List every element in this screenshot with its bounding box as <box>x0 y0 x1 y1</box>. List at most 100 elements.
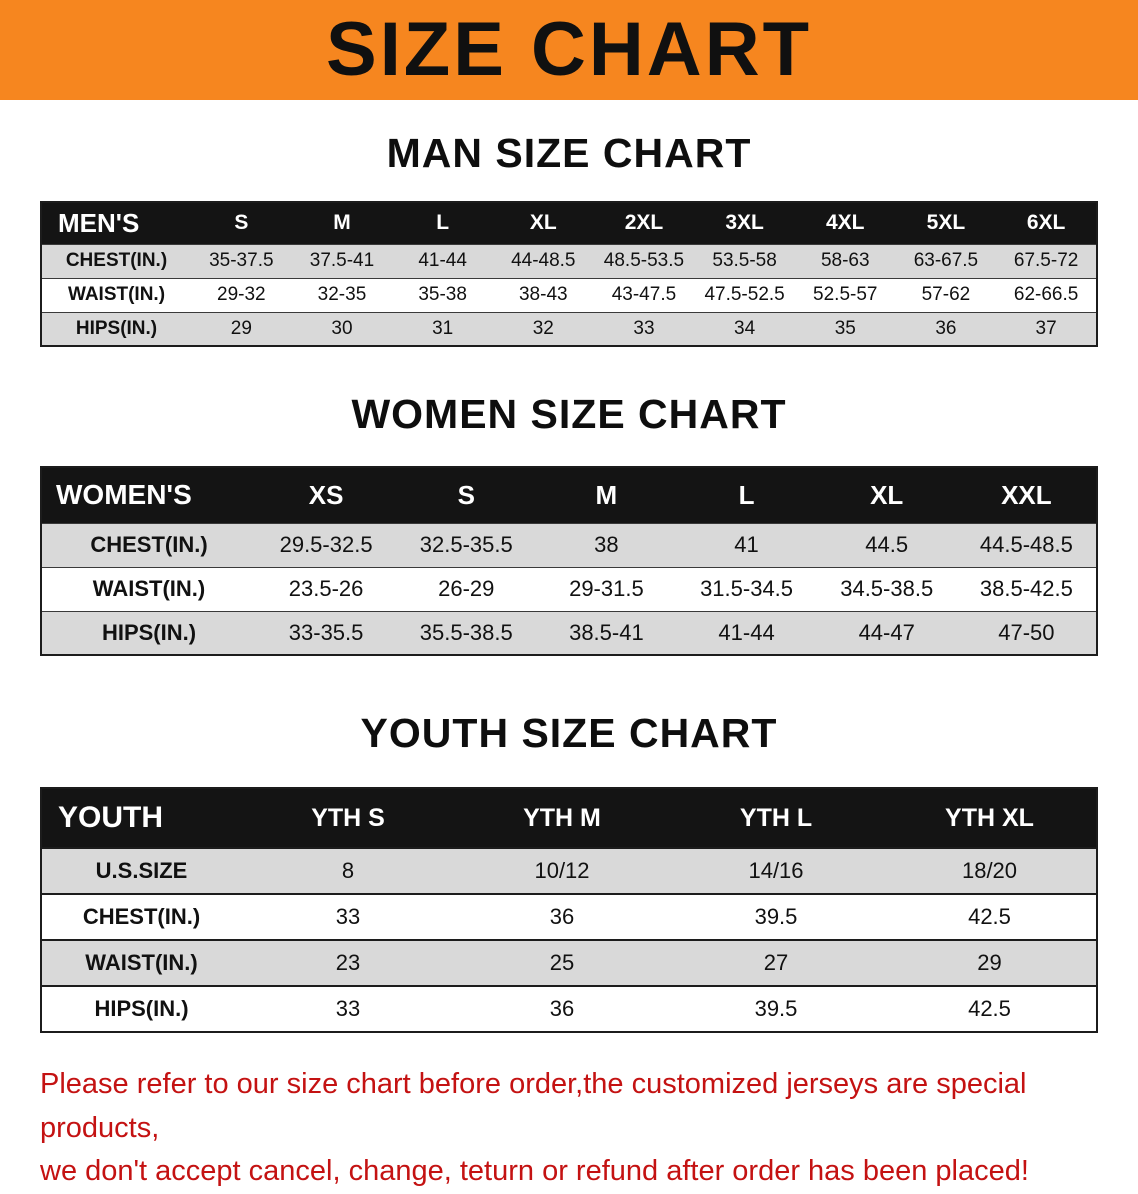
table-header-row: WOMEN'S XS S M L XL XXL <box>41 467 1097 523</box>
size-value: 18/20 <box>883 847 1097 894</box>
size-value: 44-47 <box>816 610 957 655</box>
women-section-title: WOMEN SIZE CHART <box>351 391 787 437</box>
row-label: WAIST(IN.) <box>41 566 256 611</box>
table-row: WAIST(IN.) 29-32 32-35 35-38 38-43 43-47.5 47.… <box>41 277 1097 312</box>
size-value: 14/16 <box>669 847 883 894</box>
size-value: 30 <box>291 311 393 346</box>
row-label: CHEST(IN.) <box>41 522 256 567</box>
size-column-header: XL <box>492 202 594 244</box>
table-header-row: MEN'S S M L XL 2XL 3XL 4XL 5XL 6XL <box>41 202 1097 244</box>
size-column-header: L <box>676 467 817 523</box>
size-value: 47-50 <box>956 610 1097 655</box>
size-value: 42.5 <box>883 893 1097 940</box>
size-value: 36 <box>455 893 669 940</box>
size-column-header: 5XL <box>895 202 997 244</box>
table-row: HIPS(IN.) 33 36 39.5 42.5 <box>41 985 1097 1032</box>
size-value: 37.5-41 <box>291 243 393 278</box>
size-chart-banner: SIZE CHART <box>0 0 1138 100</box>
size-column-header: 3XL <box>694 202 795 244</box>
size-value: 53.5-58 <box>694 243 795 278</box>
table-corner-label: WOMEN'S <box>41 467 256 523</box>
size-value: 33 <box>241 985 455 1032</box>
table-row: U.S.SIZE 8 10/12 14/16 18/20 <box>41 847 1097 894</box>
table-row: CHEST(IN.) 35-37.5 37.5-41 41-44 44-48.5 48.5… <box>41 243 1097 278</box>
row-label: U.S.SIZE <box>41 847 241 894</box>
size-value: 63-67.5 <box>895 243 997 278</box>
size-value: 62-66.5 <box>996 277 1097 312</box>
size-value: 39.5 <box>669 893 883 940</box>
size-value: 42.5 <box>883 985 1097 1032</box>
row-label: WAIST(IN.) <box>41 939 241 986</box>
size-column-header: M <box>291 202 393 244</box>
size-column-header: YTH XL <box>883 788 1097 848</box>
size-column-header: 6XL <box>996 202 1097 244</box>
size-value: 36 <box>455 985 669 1032</box>
table-row: WAIST(IN.) 23 25 27 29 <box>41 939 1097 986</box>
size-column-header: YTH L <box>669 788 883 848</box>
size-column-header: S <box>191 202 292 244</box>
size-value: 8 <box>241 847 455 894</box>
size-value: 29 <box>191 311 292 346</box>
size-value: 35-37.5 <box>191 243 292 278</box>
row-label: WAIST(IN.) <box>41 277 191 312</box>
men-section-title: MAN SIZE CHART <box>386 130 752 176</box>
size-value: 38.5-41 <box>536 610 677 655</box>
size-value: 41-44 <box>392 243 493 278</box>
size-value: 33 <box>593 311 695 346</box>
size-value: 33 <box>241 893 455 940</box>
table-row: CHEST(IN.) 29.5-32.5 32.5-35.5 38 41 44.5 44.5… <box>41 522 1097 567</box>
size-value: 10/12 <box>455 847 669 894</box>
size-value: 29.5-32.5 <box>256 522 397 567</box>
size-value: 26-29 <box>396 566 537 611</box>
row-label: CHEST(IN.) <box>41 243 191 278</box>
size-value: 44.5-48.5 <box>956 522 1097 567</box>
disclaimer-text: Please refer to our size chart before or… <box>40 1063 1098 1194</box>
size-column-header: L <box>392 202 493 244</box>
size-value: 38 <box>536 522 677 567</box>
size-value: 31.5-34.5 <box>676 566 817 611</box>
size-value: 35 <box>794 311 896 346</box>
size-column-header: YTH S <box>241 788 455 848</box>
size-value: 29-32 <box>191 277 292 312</box>
size-value: 35-38 <box>392 277 493 312</box>
table-header-row: YOUTH YTH S YTH M YTH L YTH XL <box>41 788 1097 848</box>
size-value: 23 <box>241 939 455 986</box>
size-column-header: XS <box>256 467 397 523</box>
size-value: 48.5-53.5 <box>593 243 695 278</box>
size-value: 34 <box>694 311 795 346</box>
row-label: HIPS(IN.) <box>41 985 241 1032</box>
disclaimer-line-2: we don't accept cancel, change, teturn o… <box>40 1155 1029 1187</box>
size-value: 27 <box>669 939 883 986</box>
size-value: 25 <box>455 939 669 986</box>
table-row: HIPS(IN.) 29 30 31 32 33 34 35 36 37 <box>41 311 1097 346</box>
size-value: 29-31.5 <box>536 566 677 611</box>
banner-title: SIZE CHART <box>326 7 812 92</box>
size-value: 32 <box>492 311 594 346</box>
size-value: 47.5-52.5 <box>694 277 795 312</box>
size-value: 41-44 <box>676 610 817 655</box>
men-size-table: MEN'S S M L XL 2XL 3XL 4XL 5XL 6XL CHEST(IN.) 35-37… <box>40 201 1098 347</box>
size-value: 32-35 <box>291 277 393 312</box>
size-value: 44.5 <box>816 522 957 567</box>
size-value: 29 <box>883 939 1097 986</box>
table-row: HIPS(IN.) 33-35.5 35.5-38.5 38.5-41 41-44 44-… <box>41 610 1097 655</box>
size-value: 41 <box>676 522 817 567</box>
table-row: CHEST(IN.) 33 36 39.5 42.5 <box>41 893 1097 940</box>
size-value: 52.5-57 <box>794 277 896 312</box>
size-value: 32.5-35.5 <box>396 522 537 567</box>
table-corner-label: YOUTH <box>41 788 241 848</box>
size-value: 37 <box>996 311 1097 346</box>
size-value: 31 <box>392 311 493 346</box>
size-value: 58-63 <box>794 243 896 278</box>
size-value: 39.5 <box>669 985 883 1032</box>
table-corner-label: MEN'S <box>41 202 191 244</box>
size-value: 23.5-26 <box>256 566 397 611</box>
disclaimer-line-1: Please refer to our size chart before or… <box>40 1068 1027 1144</box>
size-value: 36 <box>895 311 997 346</box>
size-value: 38.5-42.5 <box>956 566 1097 611</box>
size-value: 67.5-72 <box>996 243 1097 278</box>
size-value: 33-35.5 <box>256 610 397 655</box>
size-value: 44-48.5 <box>492 243 594 278</box>
size-value: 34.5-38.5 <box>816 566 957 611</box>
size-column-header: 4XL <box>794 202 896 244</box>
